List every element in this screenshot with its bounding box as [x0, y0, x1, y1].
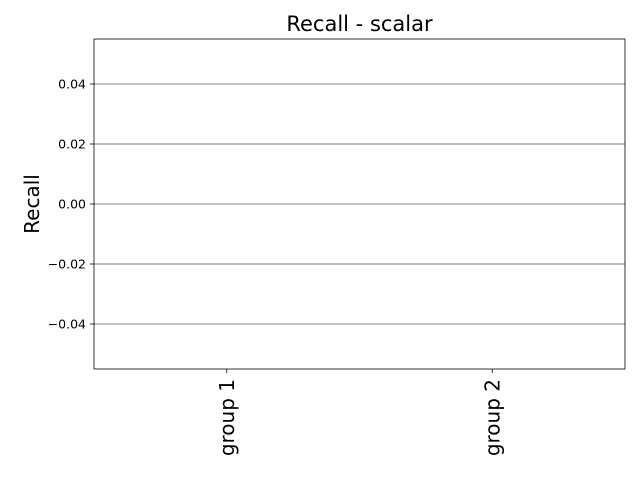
y-tick-label: 0.02 [58, 137, 86, 152]
y-tick-layer: −0.04 −0.02 0.00 0.02 0.04 [48, 77, 94, 332]
y-axis-label: Recall [20, 174, 44, 234]
y-tick-label: −0.04 [48, 317, 86, 332]
chart-title: Recall - scalar [286, 12, 433, 36]
y-tick-label: −0.02 [48, 257, 86, 272]
x-tick-layer: group 1 group 2 [215, 369, 504, 456]
x-tick-label: group 1 [215, 379, 239, 456]
y-tick-label: 0.04 [58, 77, 86, 92]
x-tick-label: group 2 [480, 379, 504, 456]
grid-layer [94, 83, 625, 325]
y-tick-label: 0.00 [58, 197, 86, 212]
